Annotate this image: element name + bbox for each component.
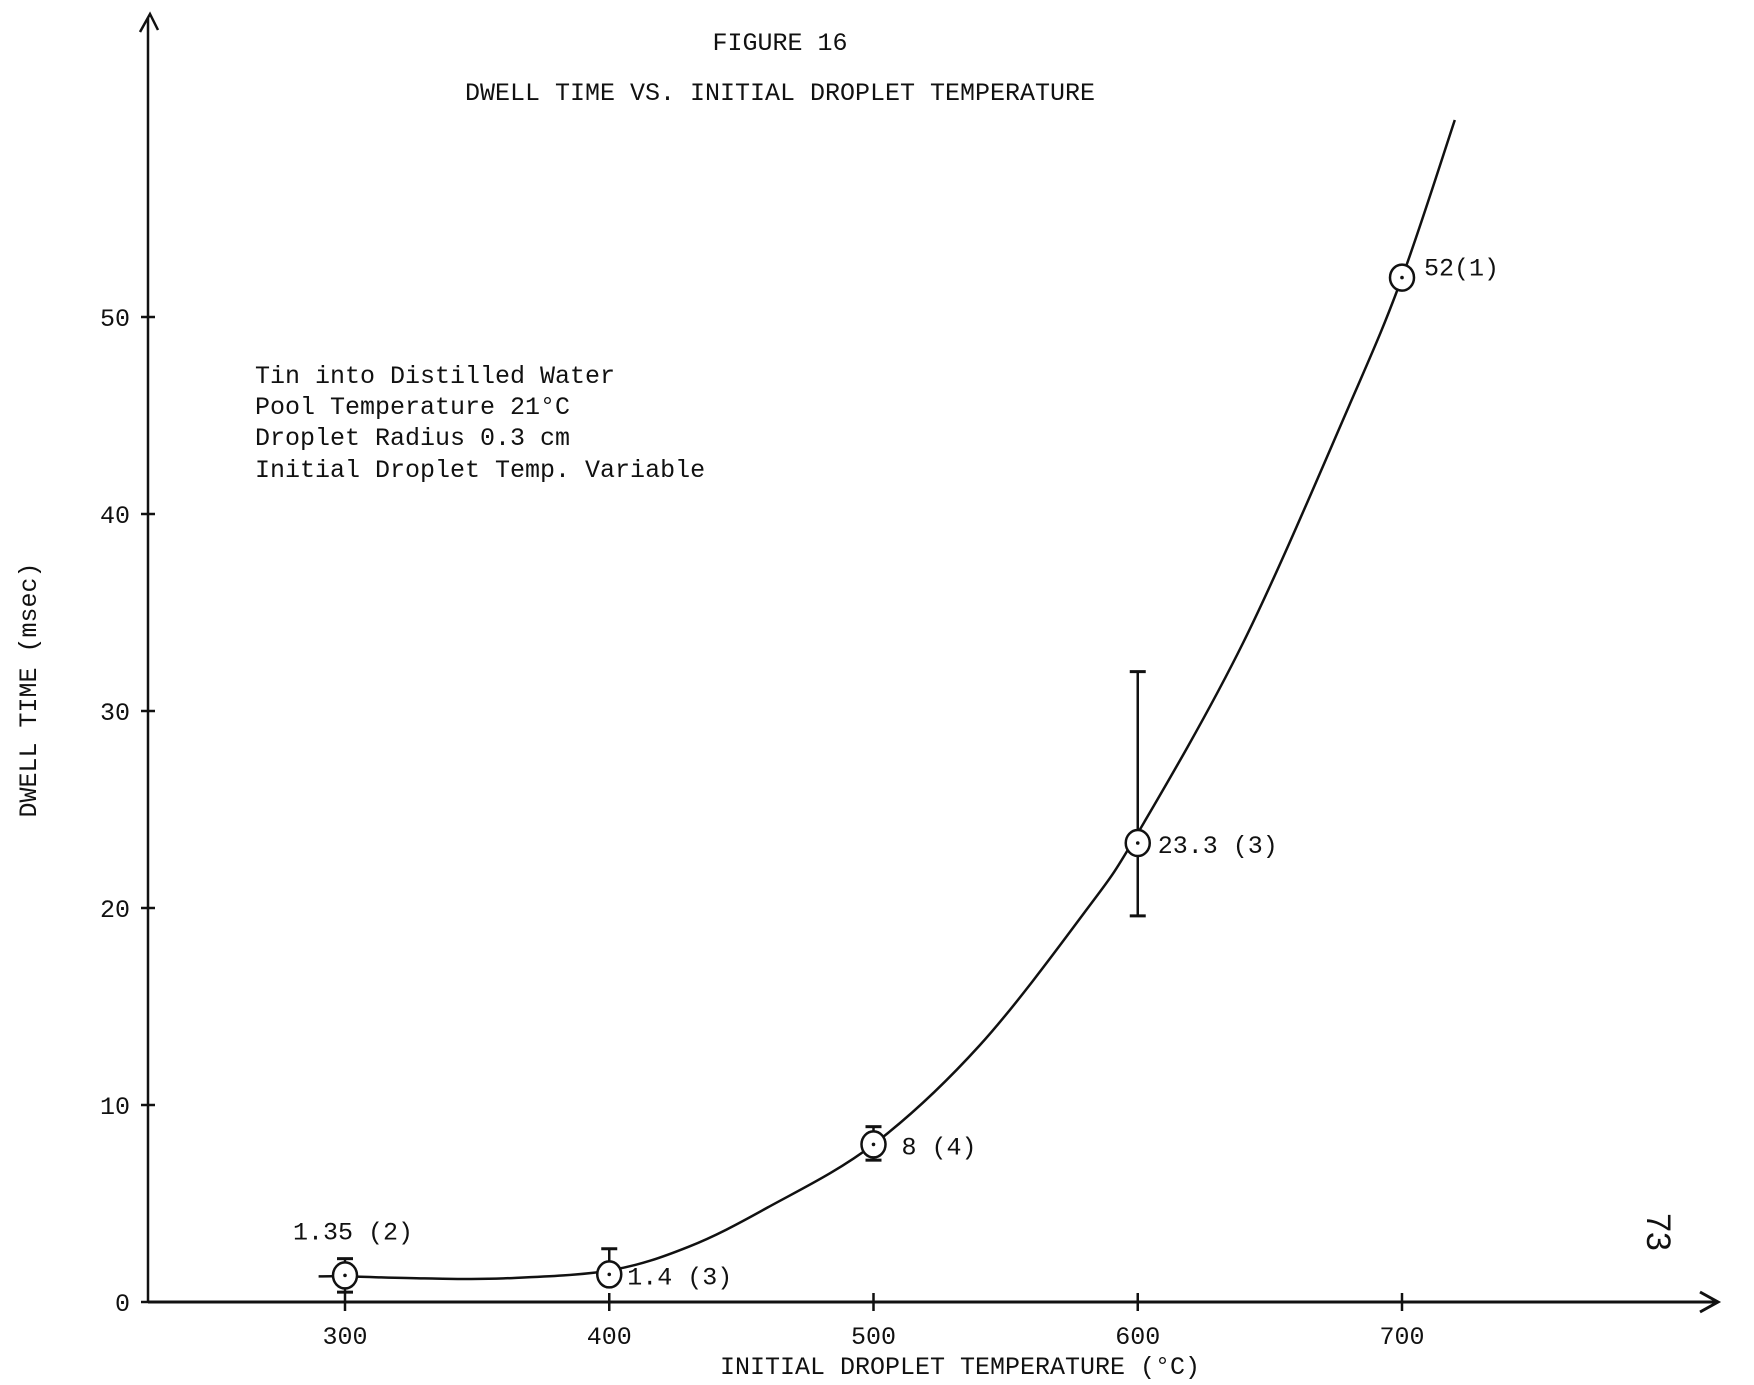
y-tick-label: 20	[100, 896, 130, 925]
x-tick-label: 400	[587, 1323, 632, 1352]
chart-title: FIGURE 16	[712, 29, 847, 58]
data-marker-dot	[343, 1273, 347, 1278]
data-point: 1.35 (2)	[293, 1218, 413, 1294]
data-label: 52(1)	[1424, 255, 1499, 284]
x-axis-arrow	[1699, 1290, 1722, 1314]
x-tick-label: 600	[1115, 1323, 1160, 1352]
x-tick-label: 700	[1379, 1323, 1424, 1352]
y-tick-label: 30	[100, 699, 130, 728]
x-axis-ticks: 300 400 500 600 700	[322, 1293, 1425, 1352]
data-point: 1.4 (3)	[596, 1247, 732, 1292]
data-points: 1.35 (2) 1.4 (3) 8 (4) 23.3 (3) 52(1)	[293, 255, 1499, 1294]
y-axis-arrow	[138, 11, 160, 33]
x-axis-label: INITIAL DROPLET TEMPERATURE (°C)	[720, 1353, 1200, 1382]
chart-subtitle: DWELL TIME VS. INITIAL DROPLET TEMPERATU…	[465, 79, 1095, 108]
data-marker-dot	[1135, 841, 1140, 845]
annotation-line-4: Initial Droplet Temp. Variable	[255, 456, 705, 485]
page-number: 73	[1639, 1213, 1677, 1251]
data-label: 23.3 (3)	[1158, 832, 1278, 861]
data-point: 8 (4)	[860, 1125, 977, 1162]
y-tick-label: 10	[100, 1093, 130, 1122]
fit-curve	[318, 119, 1456, 1281]
x-tick-label: 500	[851, 1323, 896, 1352]
annotation-line-1: Tin into Distilled Water	[255, 362, 615, 391]
data-point: 23.3 (3)	[1124, 670, 1278, 918]
y-tick-label: 40	[100, 502, 130, 531]
data-label: 8 (4)	[902, 1133, 977, 1162]
data-label: 1.4 (3)	[627, 1263, 732, 1292]
y-axis-ticks: 0 10 20 30 40 50	[100, 305, 155, 1319]
y-tick-label: 50	[100, 305, 130, 334]
data-label: 1.35 (2)	[293, 1218, 413, 1247]
y-axis-label: DWELL TIME (msec)	[15, 562, 44, 817]
data-marker-dot	[1400, 275, 1404, 280]
data-marker-dot	[871, 1142, 876, 1147]
y-tick-label: 0	[115, 1290, 130, 1319]
annotation-line-2: Pool Temperature 21°C	[255, 393, 570, 422]
annotation-block: Tin into Distilled Water Pool Temperatur…	[255, 362, 705, 485]
data-marker-dot	[607, 1272, 612, 1277]
data-point: 52(1)	[1388, 255, 1499, 292]
x-tick-label: 300	[322, 1323, 367, 1352]
annotation-line-3: Droplet Radius 0.3 cm	[255, 424, 570, 453]
